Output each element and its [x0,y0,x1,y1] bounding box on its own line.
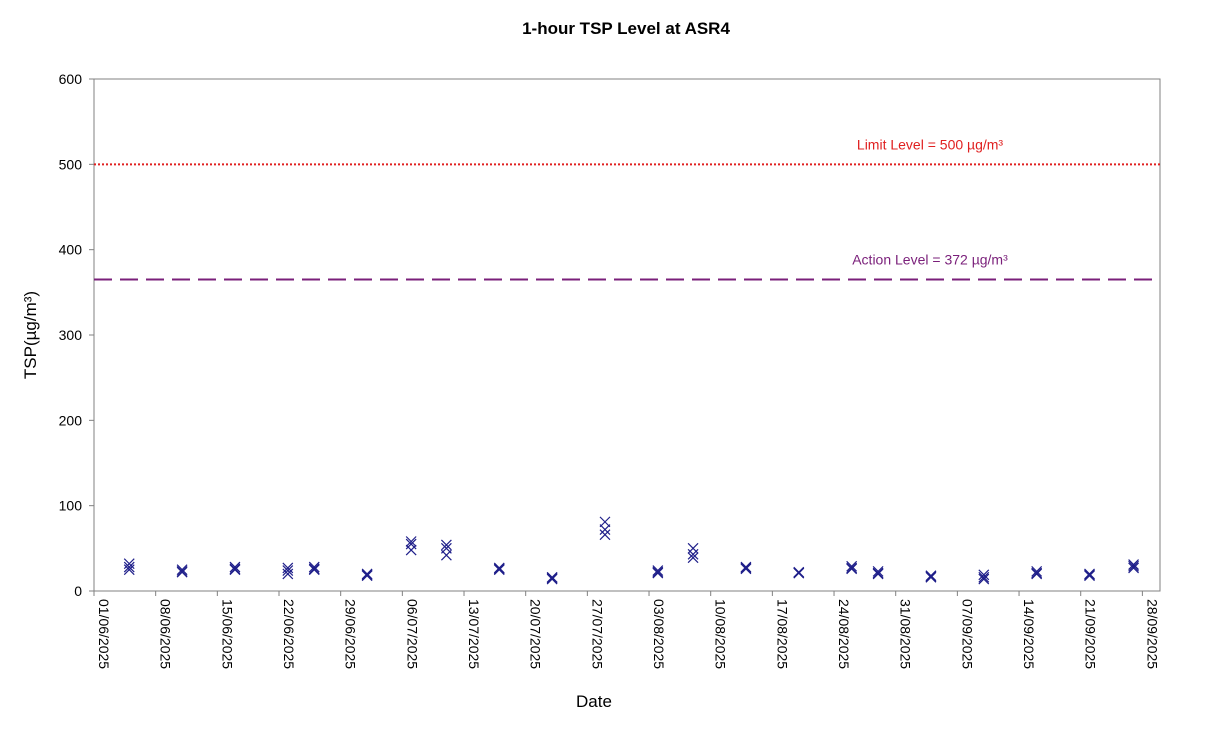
x-tick-label: 27/07/2025 [589,599,605,669]
data-point [493,563,505,575]
data-point [687,552,699,564]
data-points [123,516,1139,585]
x-tick-label: 28/09/2025 [1144,599,1160,669]
data-point [493,562,505,574]
data-point [978,573,990,585]
x-tick-label: 20/07/2025 [528,599,544,669]
x-tick-label: 07/09/2025 [959,599,975,669]
data-point [440,549,452,561]
data-point [440,539,452,551]
data-point [599,529,611,541]
x-tick-label: 24/08/2025 [836,599,852,669]
data-point [1084,569,1095,581]
action-level-label: Action Level = 372 µg/m³ [852,252,1008,268]
data-point [978,571,990,583]
data-point [1084,570,1095,582]
data-point [1128,562,1139,574]
x-tick-label: 01/06/2025 [96,599,112,669]
x-tick-label: 15/06/2025 [219,599,235,669]
data-point [793,567,805,579]
data-point [599,524,611,535]
data-point [687,548,699,560]
data-point [872,567,884,579]
data-point [176,565,188,577]
y-tick-label: 100 [59,498,83,514]
data-point [846,560,858,572]
data-point [176,564,188,576]
x-tick-label: 29/06/2025 [343,599,359,669]
x-axis-title: Date [576,692,612,711]
data-point [599,516,611,528]
data-point [740,563,752,575]
data-point [652,565,664,576]
x-tick-label: 03/08/2025 [651,599,667,669]
x-tick-label: 06/07/2025 [404,599,420,669]
data-point [308,564,320,576]
data-point [1128,559,1139,570]
data-point [123,561,135,573]
data-point [1031,567,1043,579]
data-point [229,563,241,575]
data-point [846,562,858,574]
x-tick-label: 21/09/2025 [1083,599,1099,669]
data-point [978,569,990,581]
data-point [872,565,884,577]
y-tick-label: 500 [59,156,83,172]
data-point [229,561,241,573]
x-tick-label: 10/08/2025 [713,599,729,669]
data-point [652,567,664,579]
y-tick-label: 400 [59,242,83,258]
data-point [1084,568,1095,580]
plot-area [93,78,1161,592]
x-tick-label: 08/06/2025 [158,599,174,669]
data-point [1031,568,1043,580]
data-point [308,561,320,573]
data-point [793,566,805,578]
x-tick-label: 13/07/2025 [466,599,482,669]
data-point [405,544,417,556]
data-point [123,564,135,576]
y-tick-label: 200 [59,412,83,428]
data-point [361,570,373,582]
data-point [740,562,752,574]
data-point [846,563,858,575]
data-point [1031,565,1043,577]
x-tick-label: 31/08/2025 [898,599,914,669]
reference-lines: Limit Level = 500 µg/m³ Action Level = 37… [94,136,1160,281]
data-point [546,572,558,584]
x-tick-label: 22/06/2025 [281,599,297,669]
y-axis: 0 100 200 300 400 500 600 [59,71,94,599]
data-point [361,568,373,580]
y-tick-label: 600 [59,71,83,87]
y-tick-label: 0 [74,583,82,599]
data-point [282,565,294,576]
y-tick-label: 300 [59,327,83,343]
data-point [176,566,188,578]
data-point [308,563,320,575]
data-point [925,571,937,582]
x-axis: 01/06/2025 08/06/2025 15/06/2025 22/06/2025… [93,591,1160,669]
data-point [405,536,417,547]
data-point [652,566,664,578]
data-point [740,561,752,573]
chart-title: 1-hour TSP Level at ASR4 [522,19,730,38]
data-point [361,569,373,581]
data-point [1128,560,1139,572]
data-point [872,568,884,580]
data-point [925,571,937,583]
data-point [546,571,558,583]
x-tick-label: 14/09/2025 [1021,599,1037,669]
data-point [493,564,505,576]
x-tick-label: 17/08/2025 [774,599,790,669]
data-point [925,570,937,582]
data-point [546,573,558,585]
y-axis-title: TSP(µg/m³) [21,291,40,379]
data-point [229,564,241,576]
limit-level-label: Limit Level = 500 µg/m³ [857,136,1004,152]
data-point [282,568,294,580]
